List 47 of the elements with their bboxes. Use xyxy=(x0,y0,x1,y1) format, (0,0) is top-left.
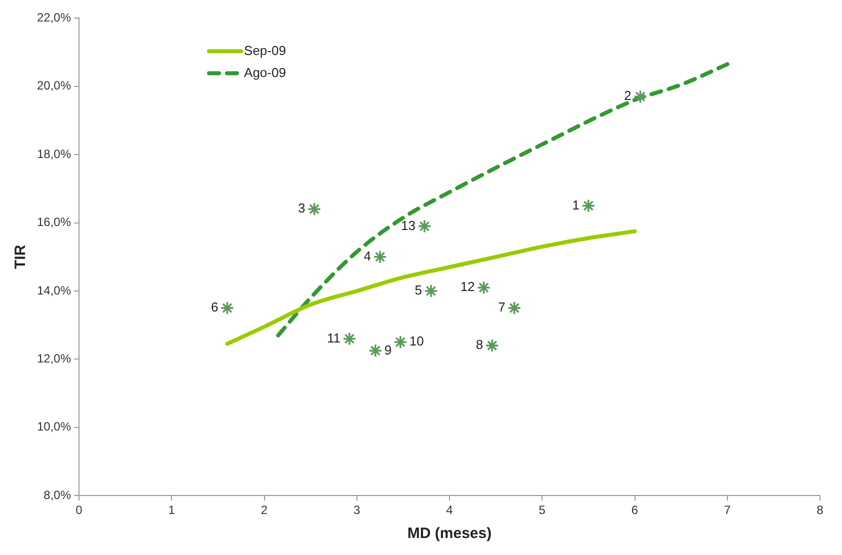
annotation: 2 xyxy=(624,88,632,104)
x-tick-label: 5 xyxy=(538,503,546,518)
x-tick-label: 2 xyxy=(260,503,268,518)
y-tick-label: 8,0% xyxy=(44,488,72,502)
annotation: 13 xyxy=(401,218,416,233)
point xyxy=(582,198,596,213)
annotation: 4 xyxy=(364,248,372,264)
point xyxy=(342,332,356,346)
x-tick-label: 3 xyxy=(354,503,361,518)
annotation: 3 xyxy=(298,200,306,216)
point xyxy=(307,202,322,216)
annotation: 10 xyxy=(409,334,424,349)
annotation: 1 xyxy=(572,197,580,212)
annotation: 7 xyxy=(498,300,506,315)
y-axis-title: TIR xyxy=(12,244,30,269)
point xyxy=(476,280,491,294)
y-tick-label: 10,0% xyxy=(36,420,72,434)
x-axis-title: MD (meses) xyxy=(407,525,492,542)
legend-label: Sep-09 xyxy=(244,42,286,58)
y-tick-label: 22,0% xyxy=(36,10,72,25)
legend-label: Ago-09 xyxy=(244,64,286,80)
y-tick-label: 16,0% xyxy=(36,215,72,230)
x-tick-label: 7 xyxy=(724,503,732,518)
annotation: 12 xyxy=(460,279,475,294)
point xyxy=(485,338,500,352)
annotation: 9 xyxy=(384,342,392,358)
x-tick-label: 0 xyxy=(76,503,83,518)
point xyxy=(418,219,432,234)
x-tick-label: 8 xyxy=(816,503,824,518)
point xyxy=(373,250,387,264)
annotation: 11 xyxy=(326,330,340,346)
point xyxy=(394,335,408,350)
point xyxy=(424,284,438,298)
x-tick-label: 6 xyxy=(631,503,638,518)
annotation: 6 xyxy=(210,300,218,315)
x-tick-label: 1 xyxy=(168,503,176,518)
point xyxy=(633,90,648,104)
x-tick-label: 4 xyxy=(446,503,454,518)
point xyxy=(507,301,522,315)
annotation: 5 xyxy=(414,282,422,298)
point xyxy=(368,344,382,358)
annotation: 8 xyxy=(476,337,484,352)
y-tick-label: 18,0% xyxy=(36,146,72,161)
point xyxy=(220,301,234,315)
y-tick-label: 12,0% xyxy=(36,352,72,366)
y-tick-label: 20,0% xyxy=(36,78,72,93)
y-tick-label: 14,0% xyxy=(36,283,72,298)
